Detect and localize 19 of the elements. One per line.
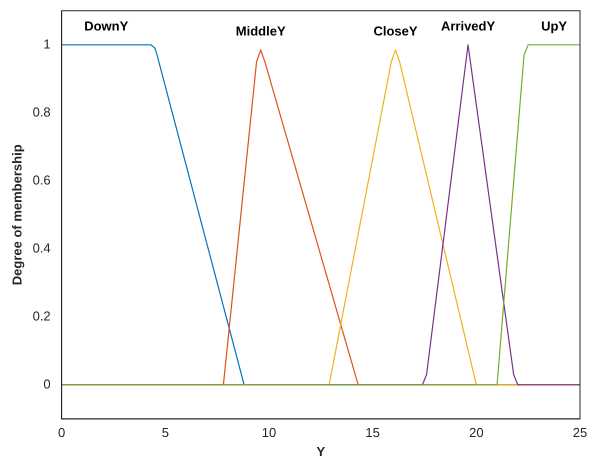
y-tick-label: 0.2	[32, 308, 51, 324]
y-tick-label: 0.8	[32, 104, 51, 120]
y-tick-label: 1	[43, 36, 51, 52]
x-tick-label: 10	[262, 425, 276, 440]
y-axis-title: Degree of membership	[9, 144, 24, 286]
series-label: ArrivedY	[440, 18, 496, 34]
series-label: DownY	[84, 18, 129, 34]
y-tick-label: 0.4	[32, 240, 51, 256]
x-axis-title: Y	[316, 444, 326, 459]
series-label: CloseY	[373, 23, 418, 38]
x-tick-label: 0	[58, 425, 66, 440]
x-tick-label: 25	[572, 425, 588, 440]
y-tick-label: 0	[43, 376, 51, 392]
series-label: MiddleY	[236, 23, 286, 38]
x-tick-label: 20	[469, 425, 484, 440]
x-tick-label: 15	[365, 425, 380, 440]
x-tick-label: 5	[162, 425, 169, 440]
series-label: UpY	[541, 18, 568, 34]
y-tick-label: 0.6	[32, 172, 51, 188]
